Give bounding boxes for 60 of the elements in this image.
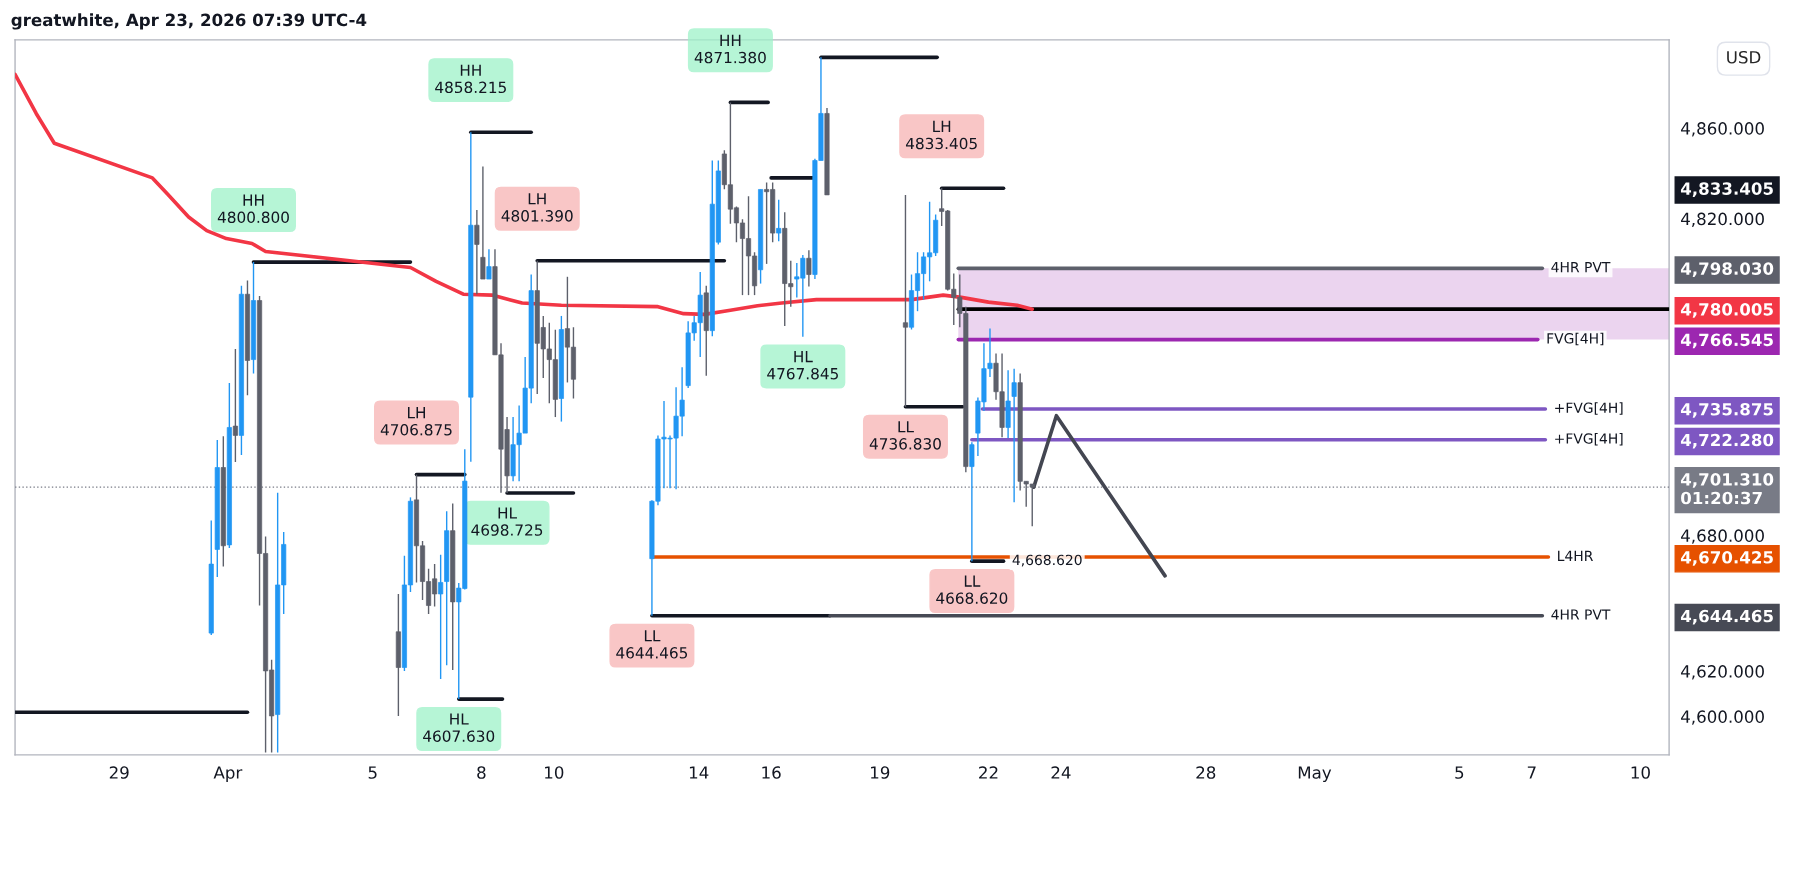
candlestick [969,441,975,562]
annotation: HL 4767.845 [767,351,838,380]
annotation: LL 4668.620 [936,575,1008,604]
x-tick-label: 5 [368,766,377,779]
x-tick-label: 29 [109,766,129,779]
annotation: LH 4833.405 [905,120,977,150]
candlestick [486,248,492,280]
annotation: LL 4736.830 [869,421,941,450]
candlestick [232,348,238,463]
x-tick-label: 10 [545,766,564,779]
x-tick-label: 14 [689,766,709,779]
y-tick-label: 4,722.280 [1680,433,1774,449]
x-tick-label: 8 [477,766,486,779]
y-tick-label: 4,833.405 [1680,182,1773,198]
y-tick-label: 4,620.000 [1681,665,1764,680]
chart-title: greatwhite, Apr 23, 2026 07:39 UTC-4 [11,13,367,30]
y-tick-label: 4,680.000 [1681,529,1764,544]
candlestick [776,199,782,242]
x-tick-label: 22 [979,766,998,779]
x-tick-label: 16 [762,766,781,779]
annotation: HL 4607.630 [423,713,495,742]
annotation: HH 4858.215 [435,64,506,94]
annotation: LH 4706.875 [380,407,452,436]
x-tick-label: 19 [871,766,890,779]
annotation: HH 4871.380 [694,34,766,64]
y-tick-label: 4,735.875 [1680,402,1773,418]
annotation: HL 4698.725 [471,507,543,536]
candlestick [806,249,812,288]
annotation: 4,668.620 [1012,554,1082,567]
annotation: LH 4801.390 [501,193,573,222]
x-tick-label: 7 [1527,766,1536,779]
x-tick-label: May [1298,766,1332,783]
y-tick-label: 4,780.005 [1680,303,1773,318]
y-tick-label: 4,860.000 [1681,122,1764,137]
y-tick-label: 4,820.000 [1681,212,1764,227]
x-tick-label: 10 [1631,766,1650,779]
x-tick-label: Apr [213,766,243,783]
candlestick [438,554,444,680]
x-tick-label: 5 [1455,766,1464,779]
candlestick [474,209,480,295]
candlestick [902,194,908,408]
annotation: L4HR [1558,550,1593,561]
annotation: +FVG[4H] [1555,433,1623,446]
y-tick-label: 4,644.465 [1680,609,1773,625]
annotation: 4HR PVT [1551,609,1611,620]
y-tick-label: 4,670.425 [1680,551,1773,566]
annotation: HH 4800.800 [217,194,289,224]
y-tick-label: 4,798.030 [1680,262,1774,278]
annotation: +FVG[4H] [1555,402,1623,415]
x-tick-label: 24 [1051,766,1071,779]
y-axis-title: USD [1727,50,1761,64]
candlestick [480,165,486,280]
candlestick [1011,367,1017,503]
y-tick-label: 4,701.310 01:20:37 [1680,473,1774,505]
y-tick-label: 4,600.000 [1681,710,1764,725]
y-tick-label: 4,766.545 [1680,333,1773,349]
annotation: FVG[4H] [1547,332,1604,346]
annotation: 4HR PVT [1551,262,1611,273]
annotation: LL 4644.465 [616,630,688,659]
x-tick-label: 28 [1196,766,1216,779]
